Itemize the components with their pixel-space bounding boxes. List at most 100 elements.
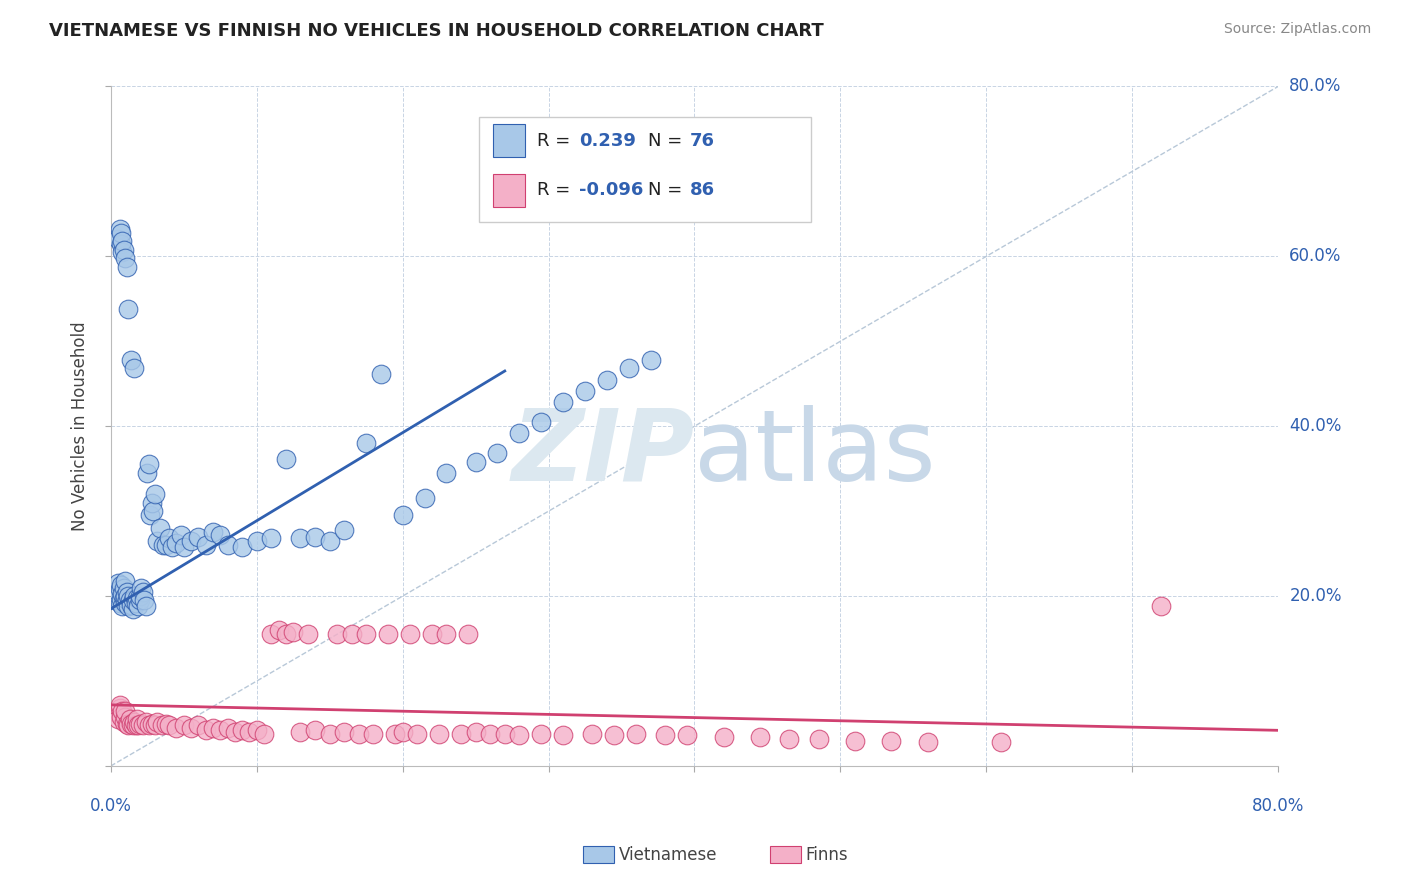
Point xyxy=(194,723,217,738)
Point xyxy=(274,451,297,466)
Point xyxy=(713,730,735,744)
Text: Vietnamese: Vietnamese xyxy=(619,846,717,863)
Point xyxy=(131,581,153,595)
Point xyxy=(142,504,165,518)
Point xyxy=(111,704,134,718)
Point xyxy=(115,593,138,607)
Point xyxy=(128,599,150,614)
Point xyxy=(399,627,422,641)
Point xyxy=(640,353,662,368)
Point xyxy=(333,725,356,739)
Point xyxy=(129,716,152,731)
Point xyxy=(596,372,619,386)
Point xyxy=(115,585,138,599)
Point xyxy=(209,528,232,542)
Point xyxy=(318,727,340,741)
Point xyxy=(114,704,136,718)
Point xyxy=(110,236,132,251)
Point xyxy=(150,718,173,732)
Point xyxy=(155,716,177,731)
Point xyxy=(143,487,166,501)
Point xyxy=(111,587,134,601)
Point xyxy=(114,251,136,265)
Point xyxy=(304,723,326,738)
Point xyxy=(160,540,183,554)
Point xyxy=(194,538,217,552)
Point xyxy=(217,538,239,552)
Point xyxy=(217,721,239,735)
Point xyxy=(603,728,626,742)
Point xyxy=(108,596,131,610)
Bar xyxy=(492,174,526,207)
Point xyxy=(110,578,132,592)
Point xyxy=(138,718,160,732)
Point xyxy=(146,714,169,729)
Point xyxy=(457,627,479,641)
Text: 0.239: 0.239 xyxy=(579,132,636,150)
Point xyxy=(283,624,305,639)
Point xyxy=(464,455,486,469)
Text: 86: 86 xyxy=(690,181,714,199)
Point xyxy=(141,716,163,731)
Point xyxy=(112,714,135,729)
Point xyxy=(115,716,138,731)
Point xyxy=(508,425,530,440)
Point xyxy=(121,593,143,607)
Point xyxy=(135,599,157,614)
Point xyxy=(486,446,509,460)
Point xyxy=(363,727,385,741)
Point xyxy=(224,725,246,739)
Text: 0.0%: 0.0% xyxy=(90,797,132,814)
Point xyxy=(187,530,209,544)
Text: N =: N = xyxy=(648,181,688,199)
Point xyxy=(617,361,640,376)
Point xyxy=(111,245,134,260)
Point xyxy=(326,627,349,641)
Point xyxy=(117,599,139,614)
Point xyxy=(260,627,283,641)
Point xyxy=(121,602,143,616)
Point xyxy=(135,714,157,729)
Point xyxy=(134,593,156,607)
Point xyxy=(157,532,180,546)
Point xyxy=(124,718,146,732)
Point xyxy=(152,538,174,552)
Point xyxy=(138,458,160,472)
Point xyxy=(108,222,131,236)
Point xyxy=(117,589,139,603)
Point xyxy=(304,530,326,544)
Text: 40.0%: 40.0% xyxy=(1289,417,1341,435)
Point xyxy=(354,436,377,450)
FancyBboxPatch shape xyxy=(478,117,811,222)
Point xyxy=(370,367,392,381)
Point xyxy=(111,234,134,248)
Point xyxy=(157,718,180,732)
Point xyxy=(125,591,148,605)
Point xyxy=(173,718,195,732)
Point xyxy=(105,706,128,721)
Point xyxy=(115,260,138,274)
Point xyxy=(508,728,530,742)
Point xyxy=(110,710,132,724)
Point xyxy=(165,721,187,735)
Point xyxy=(333,523,356,537)
Point xyxy=(120,716,142,731)
Point xyxy=(122,361,145,376)
Point xyxy=(132,718,155,732)
Point xyxy=(108,698,131,712)
Point xyxy=(107,232,129,246)
Text: 76: 76 xyxy=(690,132,714,150)
Point xyxy=(391,508,413,523)
Point xyxy=(201,525,224,540)
Point xyxy=(260,532,283,546)
Point xyxy=(136,466,159,480)
Text: R =: R = xyxy=(537,132,576,150)
Point xyxy=(246,533,269,548)
Point xyxy=(377,627,399,641)
Point xyxy=(413,491,436,506)
Y-axis label: No Vehicles in Household: No Vehicles in Household xyxy=(72,321,89,531)
Point xyxy=(624,727,647,741)
Point xyxy=(121,718,143,732)
Point xyxy=(420,627,443,641)
Point xyxy=(118,712,141,726)
